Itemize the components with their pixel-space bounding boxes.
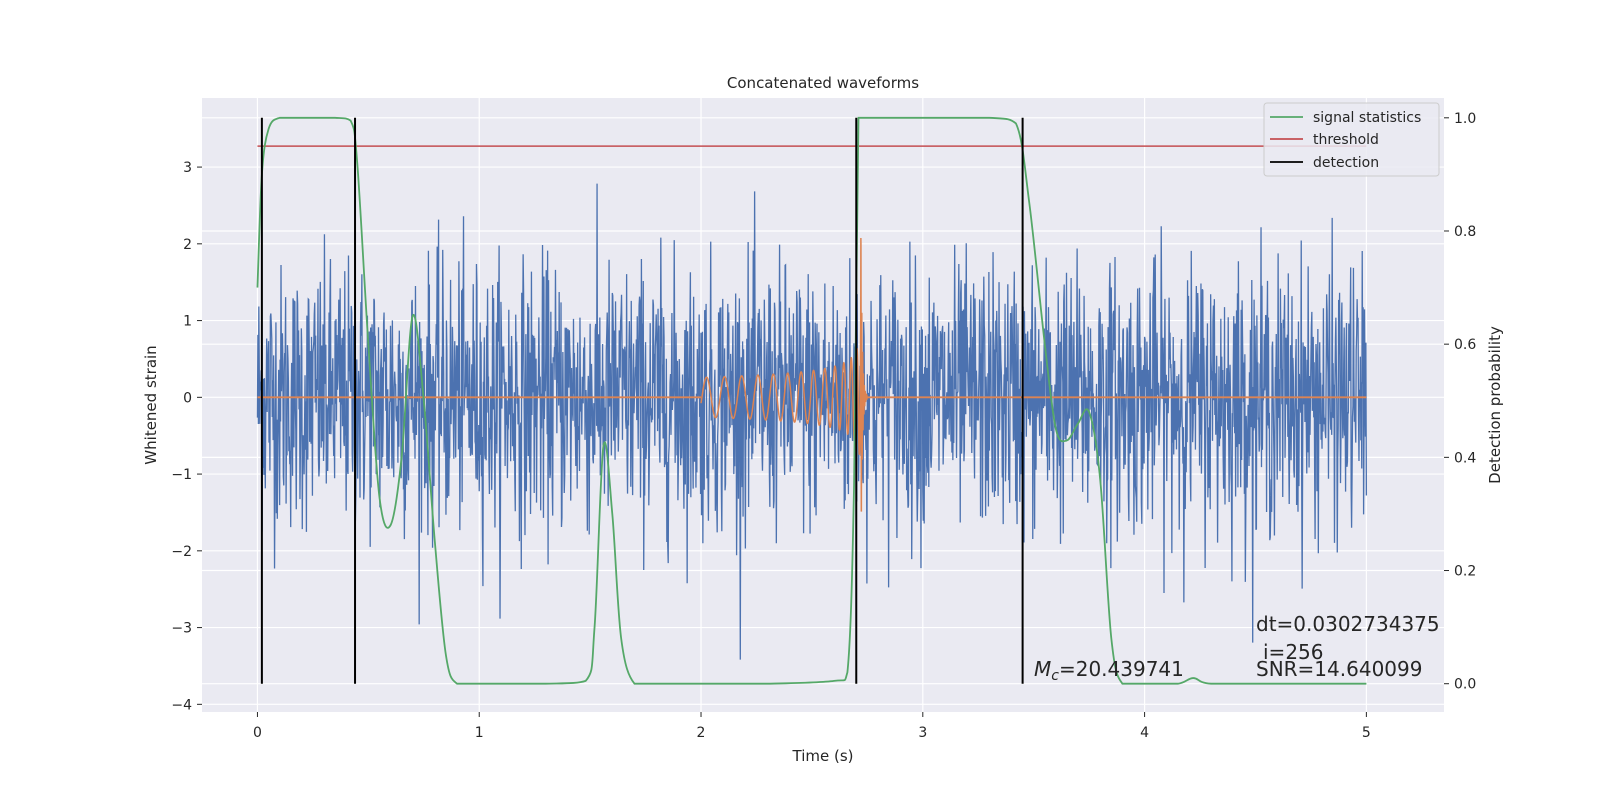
annotation-mc-subscript: c — [1051, 668, 1059, 684]
y-axis-label-right: Detection probability — [1486, 326, 1504, 484]
x-tick-label: 4 — [1140, 725, 1149, 741]
chart-title: Concatenated waveforms — [727, 74, 919, 92]
x-tick-label: 2 — [697, 725, 706, 741]
y-tick-label-right: 0.0 — [1454, 677, 1476, 693]
x-tick-label: 0 — [253, 725, 262, 741]
y-tick-label: −2 — [171, 544, 192, 560]
legend: signal statistics threshold detection — [1263, 102, 1440, 177]
y-tick-label-right: 0.4 — [1454, 450, 1476, 466]
x-tick-label: 1 — [475, 725, 484, 741]
annotation-i: i=256 — [1263, 640, 1324, 664]
annotation-snr: SNR=14.640099 — [1256, 657, 1422, 681]
axes-layer: 0 1 2 3 4 5 −4 −3 −2 −1 0 1 2 3 0.0 0.2 0.4 0.6 0.8 1.0 — [171, 111, 1476, 741]
y-tick-label: 1 — [183, 314, 192, 330]
y-tick-label: −1 — [171, 467, 192, 483]
legend-label-threshold: threshold — [1313, 132, 1379, 148]
y-tick-label-right: 0.2 — [1454, 564, 1476, 580]
y-tick-label: 3 — [183, 160, 192, 176]
y-tick-label: 2 — [183, 237, 192, 253]
x-axis-label: Time (s) — [792, 747, 854, 765]
chirp-series-line — [700, 237, 869, 512]
y-tick-label-right: 1.0 — [1454, 111, 1476, 127]
legend-label-signal-statistics: signal statistics — [1313, 110, 1421, 126]
x-tick-label: 5 — [1362, 725, 1371, 741]
annotation-dt: dt=0.0302734375 — [1256, 612, 1440, 636]
legend-box — [1263, 102, 1440, 177]
y-tick-label: −3 — [171, 621, 192, 637]
annotation-mc: Mc=20.439741 — [1034, 657, 1184, 684]
y-tick-label-right: 0.8 — [1454, 224, 1476, 240]
y-tick-label: −4 — [171, 697, 192, 713]
annotation-mc-value: =20.439741 — [1059, 657, 1184, 681]
annotations: dt=0.0302734375 i=256 SNR=14.640099 Mc=2… — [1034, 612, 1440, 684]
y-axis-label: Whitened strain — [142, 345, 160, 464]
signal-statistics-line — [256, 116, 1367, 685]
annotation-mc-symbol: M — [1034, 657, 1051, 681]
series-layer — [256, 116, 1368, 685]
legend-label-detection: detection — [1313, 155, 1379, 171]
y-tick-label: 0 — [183, 390, 192, 406]
noise-series-line — [256, 183, 1368, 660]
y-tick-label-right: 0.6 — [1454, 337, 1476, 353]
x-tick-label: 3 — [918, 725, 927, 741]
